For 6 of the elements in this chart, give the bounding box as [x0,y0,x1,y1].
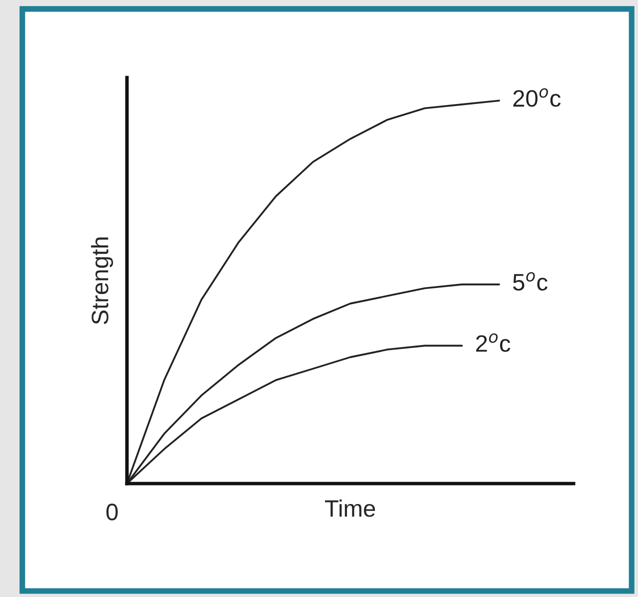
y-axis-title: Strength [91,237,114,324]
text: 0 [106,504,118,520]
x-axis-title: Time [325,500,376,517]
series-label: 20$^{o}$c [513,88,561,107]
series-label: 5$^{o}$c [513,272,548,291]
series-label: 2$^{o}$c [476,333,510,352]
